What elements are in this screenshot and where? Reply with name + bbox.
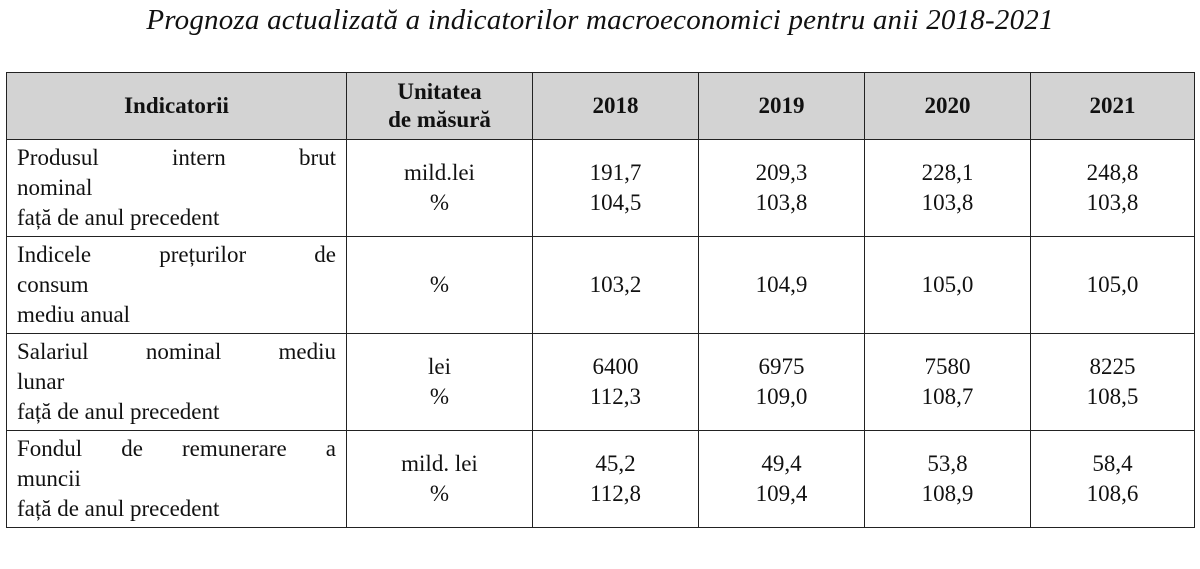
cell-value: 103,8: [755, 190, 808, 215]
value-cell-2020: 105,0: [864, 236, 1031, 334]
indicator-line: mediu anual: [17, 302, 131, 327]
value-cell-2020: 53,8 108,9: [864, 430, 1031, 528]
cell-value: 108,5: [1086, 384, 1139, 409]
cell-value: 109,4: [755, 481, 808, 506]
value-cell-2021: 105,0: [1030, 236, 1195, 334]
cell-value: 58,4: [1092, 451, 1133, 476]
header-year-2020: 2020: [864, 72, 1031, 140]
cell-value: 112,8: [590, 481, 641, 506]
header-unit-line-2: de măsură: [388, 107, 491, 132]
value-cell-2019: 209,3 103,8: [698, 139, 865, 237]
unit-cell: mild. lei %: [346, 430, 533, 528]
header-year-2021: 2021: [1030, 72, 1195, 140]
indicator-cell: Salariul nominal mediu lunar față de anu…: [6, 333, 347, 431]
value-cell-2019: 104,9: [698, 236, 865, 334]
value-cell-2019: 6975 109,0: [698, 333, 865, 431]
indicator-line: față de anul precedent: [17, 205, 220, 230]
header-unit: Unitatea de măsură: [346, 72, 533, 140]
table-header-row: Indicatorii Unitatea de măsură 2018 2019…: [6, 72, 1195, 140]
unit-value: %: [429, 384, 450, 409]
header-year-2019: 2019: [698, 72, 865, 140]
cell-value: 49,4: [761, 451, 802, 476]
indicator-line: nominal: [17, 175, 93, 200]
table-row: Fondul de remunerare a muncii față de an…: [6, 430, 1195, 528]
unit-value: %: [429, 481, 450, 506]
page-title: Prognoza actualizată a indicatorilor mac…: [146, 4, 1054, 36]
cell-value: 7580: [924, 354, 971, 379]
value-cell-2020: 228,1 103,8: [864, 139, 1031, 237]
cell-value: 53,8: [927, 451, 968, 476]
cell-value: 108,9: [921, 481, 974, 506]
cell-value: 108,6: [1086, 481, 1139, 506]
header-indicator: Indicatorii: [6, 72, 347, 140]
value-cell-2019: 49,4 109,4: [698, 430, 865, 528]
cell-value: 103,8: [1086, 190, 1139, 215]
value-cell-2021: 58,4 108,6: [1030, 430, 1195, 528]
indicator-cell: Fondul de remunerare a muncii față de an…: [6, 430, 347, 528]
unit-cell: mild.lei %: [346, 139, 533, 237]
cell-value: 45,2: [595, 451, 636, 476]
value-cell-2018: 6400 112,3: [532, 333, 699, 431]
cell-value: 105,0: [1086, 272, 1139, 297]
indicator-line: Salariul nominal mediu: [17, 339, 336, 364]
cell-value: 105,0: [921, 272, 974, 297]
unit-value: lei: [428, 354, 451, 379]
value-cell-2021: 248,8 103,8: [1030, 139, 1195, 237]
macro-indicators-table: Indicatorii Unitatea de măsură 2018 2019…: [6, 72, 1195, 528]
cell-value: 103,2: [589, 272, 642, 297]
unit-value: %: [429, 272, 450, 297]
cell-value: 104,9: [755, 272, 808, 297]
table-row: Indicele prețurilor de consum mediu anua…: [6, 236, 1195, 334]
cell-value: 8225: [1089, 354, 1136, 379]
unit-value: mild.lei: [404, 160, 475, 185]
indicator-line: față de anul precedent: [17, 399, 220, 424]
unit-cell: lei %: [346, 333, 533, 431]
cell-value: 6400: [592, 354, 639, 379]
indicator-line: Indicele prețurilor de: [17, 242, 336, 267]
indicator-line: consum: [17, 272, 89, 297]
cell-value: 103,8: [921, 190, 974, 215]
header-unit-line-1: Unitatea: [397, 79, 482, 104]
value-cell-2018: 191,7 104,5: [532, 139, 699, 237]
cell-value: 112,3: [590, 384, 641, 409]
cell-value: 228,1: [921, 160, 974, 185]
indicator-cell: Produsul intern brut nominal față de anu…: [6, 139, 347, 237]
cell-value: 109,0: [755, 384, 808, 409]
cell-value: 108,7: [921, 384, 974, 409]
indicator-line: Produsul intern brut: [17, 145, 336, 170]
indicator-line: lunar: [17, 369, 65, 394]
indicator-cell: Indicele prețurilor de consum mediu anua…: [6, 236, 347, 334]
header-year-2018: 2018: [532, 72, 699, 140]
indicator-line: Fondul de remunerare a: [17, 436, 336, 461]
table-row: Produsul intern brut nominal față de anu…: [6, 139, 1195, 237]
value-cell-2018: 45,2 112,8: [532, 430, 699, 528]
cell-value: 248,8: [1086, 160, 1139, 185]
cell-value: 209,3: [755, 160, 808, 185]
indicator-line: muncii: [17, 466, 81, 491]
unit-cell: %: [346, 236, 533, 334]
value-cell-2021: 8225 108,5: [1030, 333, 1195, 431]
table-row: Salariul nominal mediu lunar față de anu…: [6, 333, 1195, 431]
cell-value: 6975: [758, 354, 805, 379]
unit-value: mild. lei: [401, 451, 478, 476]
value-cell-2018: 103,2: [532, 236, 699, 334]
value-cell-2020: 7580 108,7: [864, 333, 1031, 431]
unit-value: %: [429, 190, 450, 215]
cell-value: 191,7: [589, 160, 642, 185]
indicator-line: față de anul precedent: [17, 496, 220, 521]
cell-value: 104,5: [589, 190, 642, 215]
